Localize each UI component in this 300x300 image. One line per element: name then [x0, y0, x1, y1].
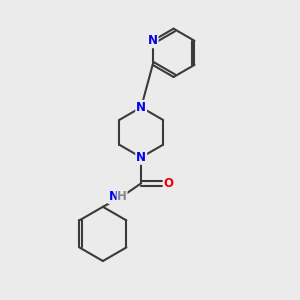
Text: H: H: [117, 190, 127, 203]
Text: O: O: [164, 177, 174, 190]
Text: N: N: [148, 34, 158, 47]
Text: N: N: [109, 190, 119, 203]
Text: N: N: [136, 101, 146, 114]
Text: N: N: [136, 151, 146, 164]
